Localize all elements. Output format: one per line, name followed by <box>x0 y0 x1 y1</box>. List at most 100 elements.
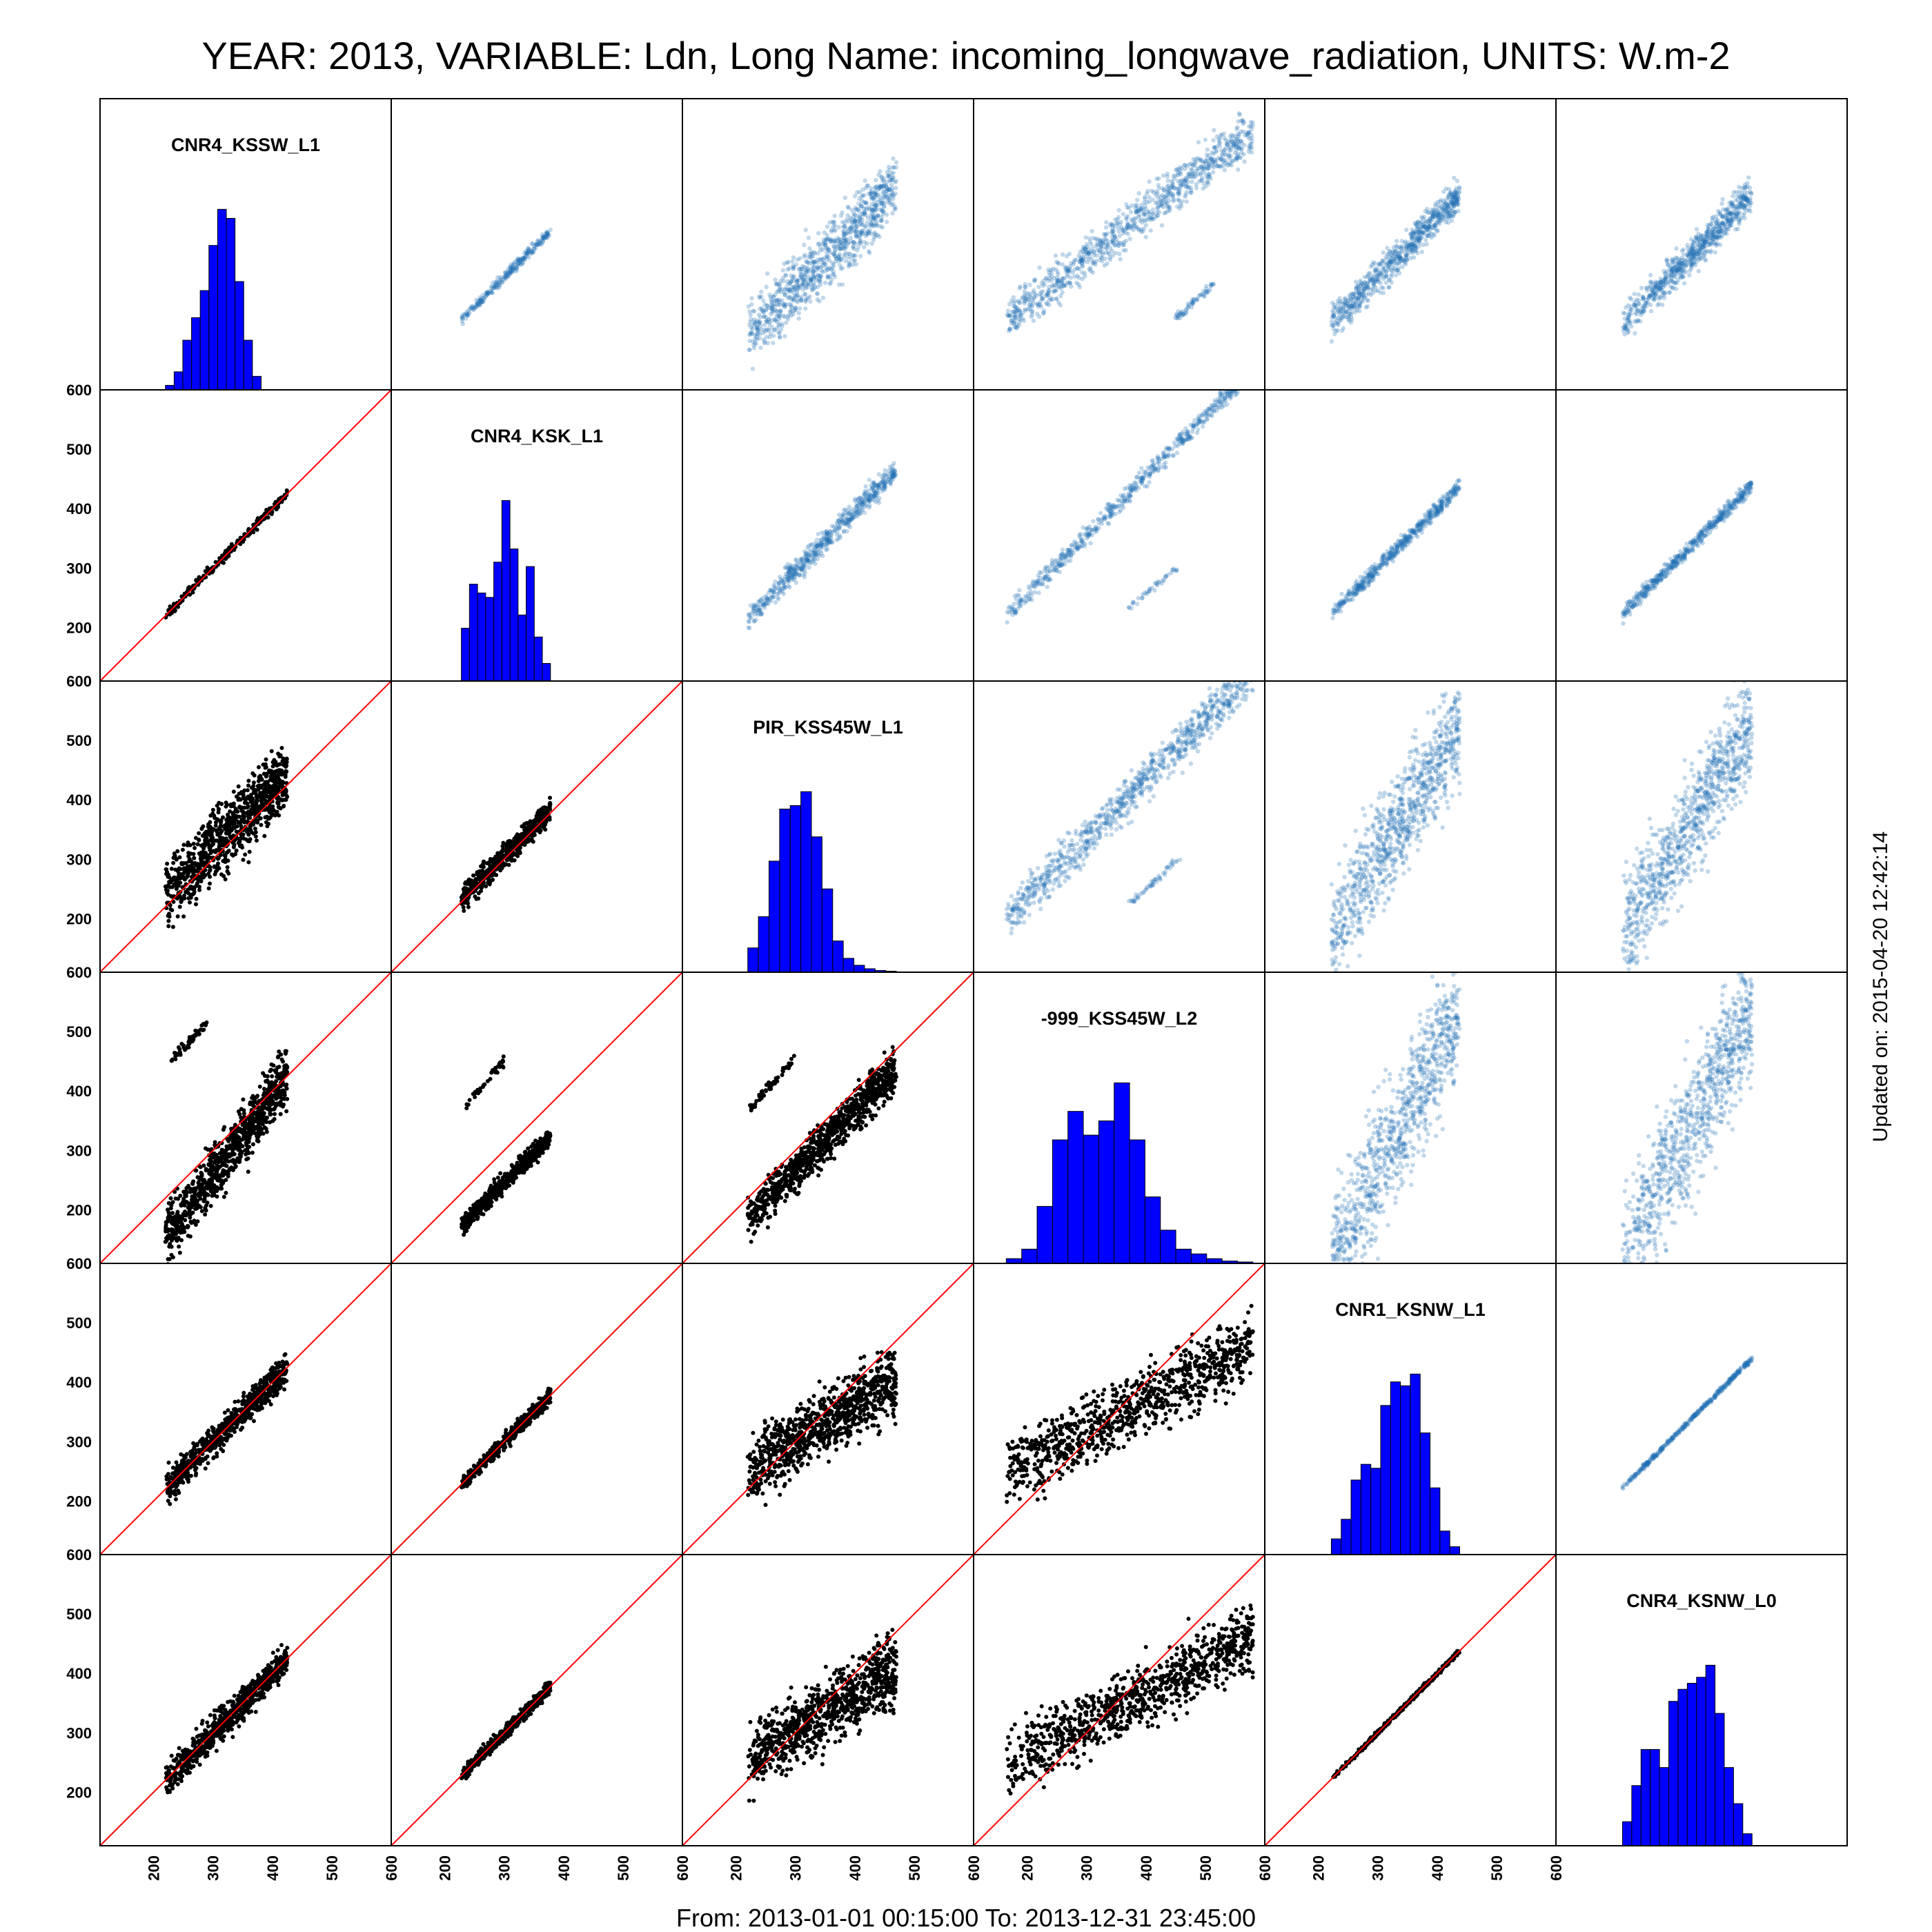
density-point <box>765 319 770 324</box>
density-point <box>529 249 534 254</box>
density-point <box>877 186 883 191</box>
density-point <box>1201 181 1206 186</box>
density-point <box>1216 137 1221 142</box>
scatter-point <box>202 1194 207 1199</box>
density-point <box>825 267 830 272</box>
histogram-bar <box>1650 1748 1660 1846</box>
scatter-point <box>247 1116 252 1121</box>
scatter-point <box>196 877 201 882</box>
density-point <box>872 207 877 212</box>
density-point <box>1182 163 1187 168</box>
scatter-point <box>236 1399 241 1403</box>
scatter-point <box>235 1146 239 1151</box>
scatter-point <box>276 805 281 809</box>
density-point <box>862 210 867 216</box>
density-point <box>1018 284 1023 289</box>
density-point <box>524 251 529 256</box>
density-point <box>860 218 865 223</box>
density-point <box>515 257 521 262</box>
scatter-point <box>250 1116 255 1121</box>
density-point <box>1023 296 1027 301</box>
density-point <box>1138 229 1144 235</box>
density-point <box>802 264 807 270</box>
density-point <box>1107 257 1113 262</box>
density-point <box>482 297 486 302</box>
density-point <box>782 302 787 307</box>
density-point <box>818 279 823 284</box>
density-point <box>763 329 768 334</box>
density-point <box>1250 124 1255 128</box>
scatter-point <box>175 849 180 854</box>
density-point <box>842 224 847 228</box>
density-point <box>508 268 513 274</box>
density-point <box>869 241 874 246</box>
density-point <box>538 242 543 247</box>
density-point <box>1229 132 1234 137</box>
density-point <box>522 255 526 260</box>
density-point <box>787 266 792 271</box>
scatter-point <box>231 789 236 794</box>
density-point <box>1235 155 1241 159</box>
density-point <box>467 310 472 315</box>
density-point <box>1180 313 1185 317</box>
density-point <box>1228 148 1234 152</box>
density-point <box>1170 184 1175 189</box>
density-point <box>1087 250 1093 255</box>
density-point <box>1169 186 1174 190</box>
density-point <box>812 269 818 274</box>
density-point <box>1032 296 1036 301</box>
density-point <box>508 265 513 270</box>
scatter-point <box>241 1394 246 1399</box>
density-point <box>1027 299 1032 304</box>
density-point <box>1020 296 1025 301</box>
density-point <box>1018 317 1023 322</box>
density-point <box>1047 284 1052 290</box>
density-point <box>1037 302 1042 307</box>
density-point <box>809 277 814 283</box>
density-point <box>1177 193 1182 197</box>
density-point <box>874 207 879 212</box>
density-point <box>751 308 756 313</box>
scatter-point <box>267 794 272 799</box>
density-point <box>857 235 862 240</box>
density-point <box>1115 239 1120 245</box>
density-point <box>522 255 527 260</box>
density-point <box>865 220 870 225</box>
histogram-bar <box>1350 1479 1361 1555</box>
density-point <box>524 250 529 256</box>
density-point <box>1123 230 1128 235</box>
density-point <box>856 206 861 212</box>
scatter-point <box>266 515 270 520</box>
density-point <box>469 306 475 311</box>
density-point <box>809 267 814 272</box>
density-point <box>793 294 798 299</box>
density-point <box>790 259 795 264</box>
density-point <box>512 266 517 270</box>
density-point <box>845 226 849 231</box>
density-point <box>769 318 774 323</box>
density-point <box>834 239 838 244</box>
density-point <box>791 298 796 303</box>
density-point <box>818 248 823 253</box>
density-point <box>1201 168 1205 173</box>
density-point <box>1082 246 1087 251</box>
density-point <box>764 327 769 332</box>
density-point <box>876 199 880 204</box>
density-point <box>1055 269 1061 275</box>
density-point <box>1211 137 1216 143</box>
density-point <box>1185 164 1190 169</box>
density-point <box>805 268 811 273</box>
density-point <box>870 208 875 213</box>
density-point <box>845 204 851 210</box>
density-point <box>776 322 782 327</box>
density-point <box>820 241 825 246</box>
density-point <box>510 268 515 273</box>
scatter-point <box>184 1046 188 1051</box>
scatter-point <box>280 1359 285 1364</box>
density-point <box>824 250 829 255</box>
scatter-point <box>165 1236 170 1241</box>
density-point <box>880 225 885 230</box>
scatter-point <box>199 854 204 859</box>
density-point <box>881 184 887 188</box>
density-point <box>1013 311 1018 316</box>
